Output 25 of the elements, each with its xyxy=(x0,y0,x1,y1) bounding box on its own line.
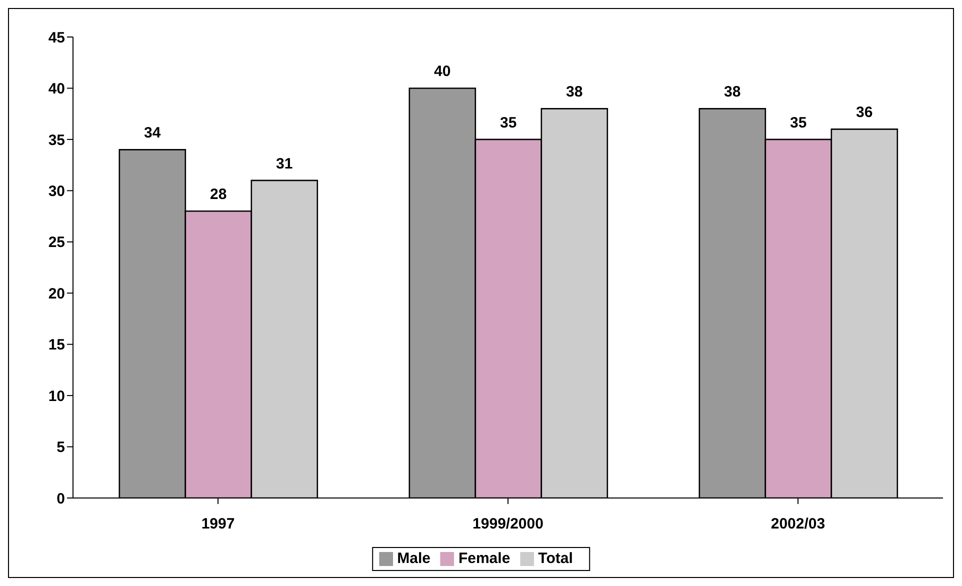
x-tick-label: 1997 xyxy=(201,516,235,533)
legend-label: Total xyxy=(538,550,573,567)
data-label: 35 xyxy=(500,114,517,132)
x-tick-label: 1999/2000 xyxy=(472,516,544,533)
y-tick-label: 0 xyxy=(56,490,65,508)
y-tick-label: 15 xyxy=(48,336,65,354)
y-tick-label: 30 xyxy=(48,182,65,200)
y-tick-label: 5 xyxy=(56,439,65,456)
y-tick-label: 10 xyxy=(48,388,65,405)
y-tick-label: 45 xyxy=(48,29,65,46)
data-label: 40 xyxy=(434,63,451,80)
data-label: 36 xyxy=(856,104,873,122)
y-tick-label: 20 xyxy=(48,285,65,302)
data-label: 35 xyxy=(790,114,807,132)
data-label: 38 xyxy=(566,84,583,101)
y-tick-label: 25 xyxy=(48,234,65,252)
data-label: 28 xyxy=(210,186,227,204)
legend-label: Female xyxy=(458,550,510,567)
y-tick-label: 40 xyxy=(48,80,65,98)
legend-label: Male xyxy=(397,550,430,567)
data-label: 38 xyxy=(724,84,741,101)
data-label: 31 xyxy=(276,155,293,172)
x-tick-label: 2002/03 xyxy=(770,516,826,533)
data-label: 34 xyxy=(144,124,162,142)
y-tick-label: 35 xyxy=(48,132,65,149)
